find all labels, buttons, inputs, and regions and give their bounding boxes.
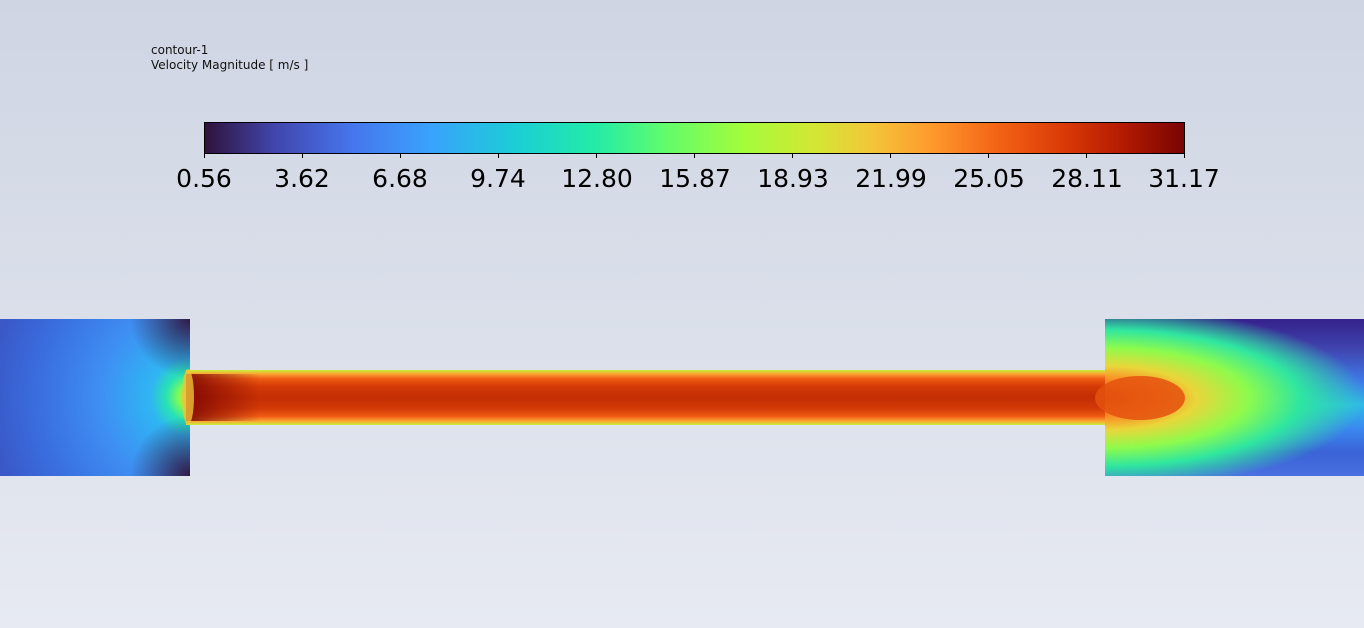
scale-label: 15.87	[659, 164, 731, 193]
contour-name: contour-1	[151, 43, 209, 57]
scale-label: 12.80	[561, 164, 633, 193]
scale-tick	[400, 154, 401, 158]
scale-tick	[302, 154, 303, 158]
scale-tick	[694, 154, 695, 158]
scale-label: 3.62	[274, 164, 330, 193]
scale-tick	[988, 154, 989, 158]
scale-tick	[498, 154, 499, 158]
outlet-chamber	[1095, 319, 1364, 476]
scale-tick	[204, 154, 205, 158]
velocity-contour-plot	[0, 319, 1364, 476]
variable-label: Velocity Magnitude [ m/s ]	[151, 58, 309, 72]
narrow-channel	[182, 369, 1106, 425]
scale-label: 6.68	[372, 164, 428, 193]
scale-tick	[1184, 154, 1185, 158]
scale-label: 0.56	[176, 164, 232, 193]
scale-label: 28.11	[1051, 164, 1123, 193]
legend-title-block: contour-1 Velocity Magnitude [ m/s ]	[151, 43, 308, 73]
inlet-chamber	[0, 319, 190, 476]
scale-label: 21.99	[855, 164, 927, 193]
scale-tick	[792, 154, 793, 158]
scale-label: 18.93	[757, 164, 829, 193]
color-scale-bar	[204, 122, 1185, 154]
scale-label: 9.74	[470, 164, 526, 193]
scale-label: 25.05	[953, 164, 1025, 193]
scale-label: 31.17	[1148, 164, 1220, 193]
scale-tick	[1086, 154, 1087, 158]
scale-tick	[596, 154, 597, 158]
scale-tick	[890, 154, 891, 158]
